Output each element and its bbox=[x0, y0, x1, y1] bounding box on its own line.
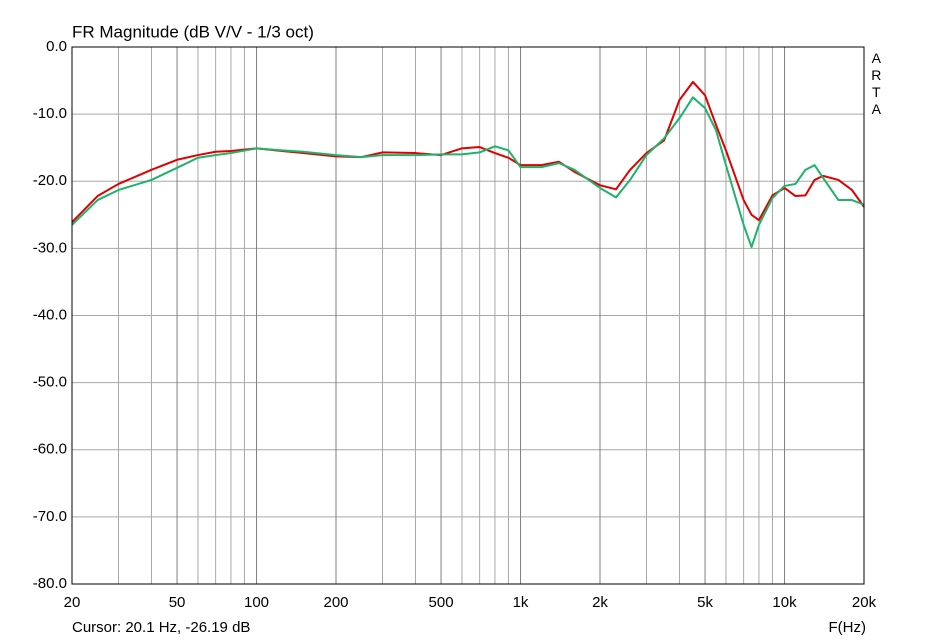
x-tick-label: 50 bbox=[169, 594, 186, 611]
series-line bbox=[71, 96, 865, 249]
y-tick-label: -30.0 bbox=[33, 239, 67, 256]
y-tick-label: -70.0 bbox=[33, 508, 67, 525]
y-tick-label: -10.0 bbox=[33, 105, 67, 122]
x-tick-label: 20 bbox=[64, 594, 81, 611]
x-tick-label: 1k bbox=[513, 594, 529, 611]
y-tick-label: -60.0 bbox=[33, 441, 67, 458]
y-tick-label: 0.0 bbox=[46, 38, 67, 55]
x-axis-label: F(Hz) bbox=[829, 619, 867, 636]
chart-title: FR Magnitude (dB V/V - 1/3 oct) bbox=[72, 22, 314, 41]
cursor-readout: Cursor: 20.1 Hz, -26.19 dB bbox=[72, 619, 250, 636]
series-line bbox=[71, 80, 865, 223]
x-tick-label: 5k bbox=[697, 594, 713, 611]
x-tick-label: 200 bbox=[323, 594, 348, 611]
x-tick-label: 20k bbox=[852, 594, 877, 611]
y-tick-label: -40.0 bbox=[33, 306, 67, 323]
y-tick-label: -50.0 bbox=[33, 374, 67, 391]
y-tick-label: -80.0 bbox=[33, 575, 67, 592]
x-tick-label: 100 bbox=[244, 594, 269, 611]
x-tick-label: 10k bbox=[772, 594, 797, 611]
x-tick-label: 500 bbox=[429, 594, 454, 611]
x-tick-label: 2k bbox=[592, 594, 608, 611]
plot-frame bbox=[71, 46, 865, 585]
y-tick-label: -20.0 bbox=[33, 172, 67, 189]
side-label: ARTA bbox=[868, 50, 884, 118]
